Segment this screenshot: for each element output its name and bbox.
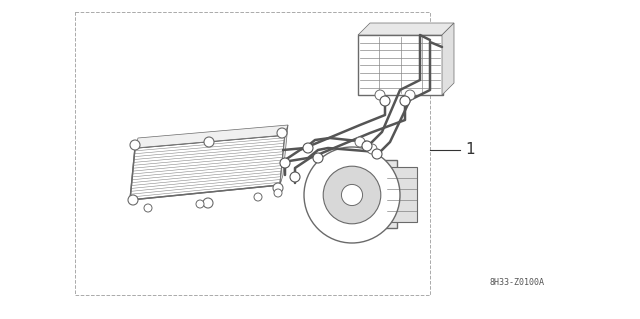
Circle shape [362,141,372,151]
Circle shape [128,195,138,205]
Circle shape [130,140,140,150]
Circle shape [367,144,377,154]
Text: 1: 1 [465,143,475,158]
Circle shape [323,166,381,224]
Polygon shape [130,135,285,200]
Polygon shape [442,23,454,95]
Text: 8H33-Z0100A: 8H33-Z0100A [490,278,545,287]
Polygon shape [358,23,454,35]
Circle shape [144,204,152,212]
Circle shape [372,149,382,159]
Circle shape [274,189,282,197]
Bar [342,160,397,228]
Circle shape [203,198,213,208]
Circle shape [405,90,415,100]
Circle shape [196,200,204,208]
Circle shape [273,183,283,193]
Polygon shape [135,125,288,148]
Circle shape [400,96,410,106]
Circle shape [280,158,290,168]
Circle shape [204,137,214,147]
Circle shape [277,128,287,138]
Circle shape [355,137,365,147]
Bar [387,167,417,222]
Circle shape [290,172,300,182]
Circle shape [313,153,323,163]
Circle shape [342,184,362,205]
Circle shape [254,193,262,201]
Circle shape [303,143,313,153]
Circle shape [375,90,385,100]
Polygon shape [280,125,288,185]
Circle shape [380,96,390,106]
Bar [358,35,443,95]
Circle shape [304,147,400,243]
